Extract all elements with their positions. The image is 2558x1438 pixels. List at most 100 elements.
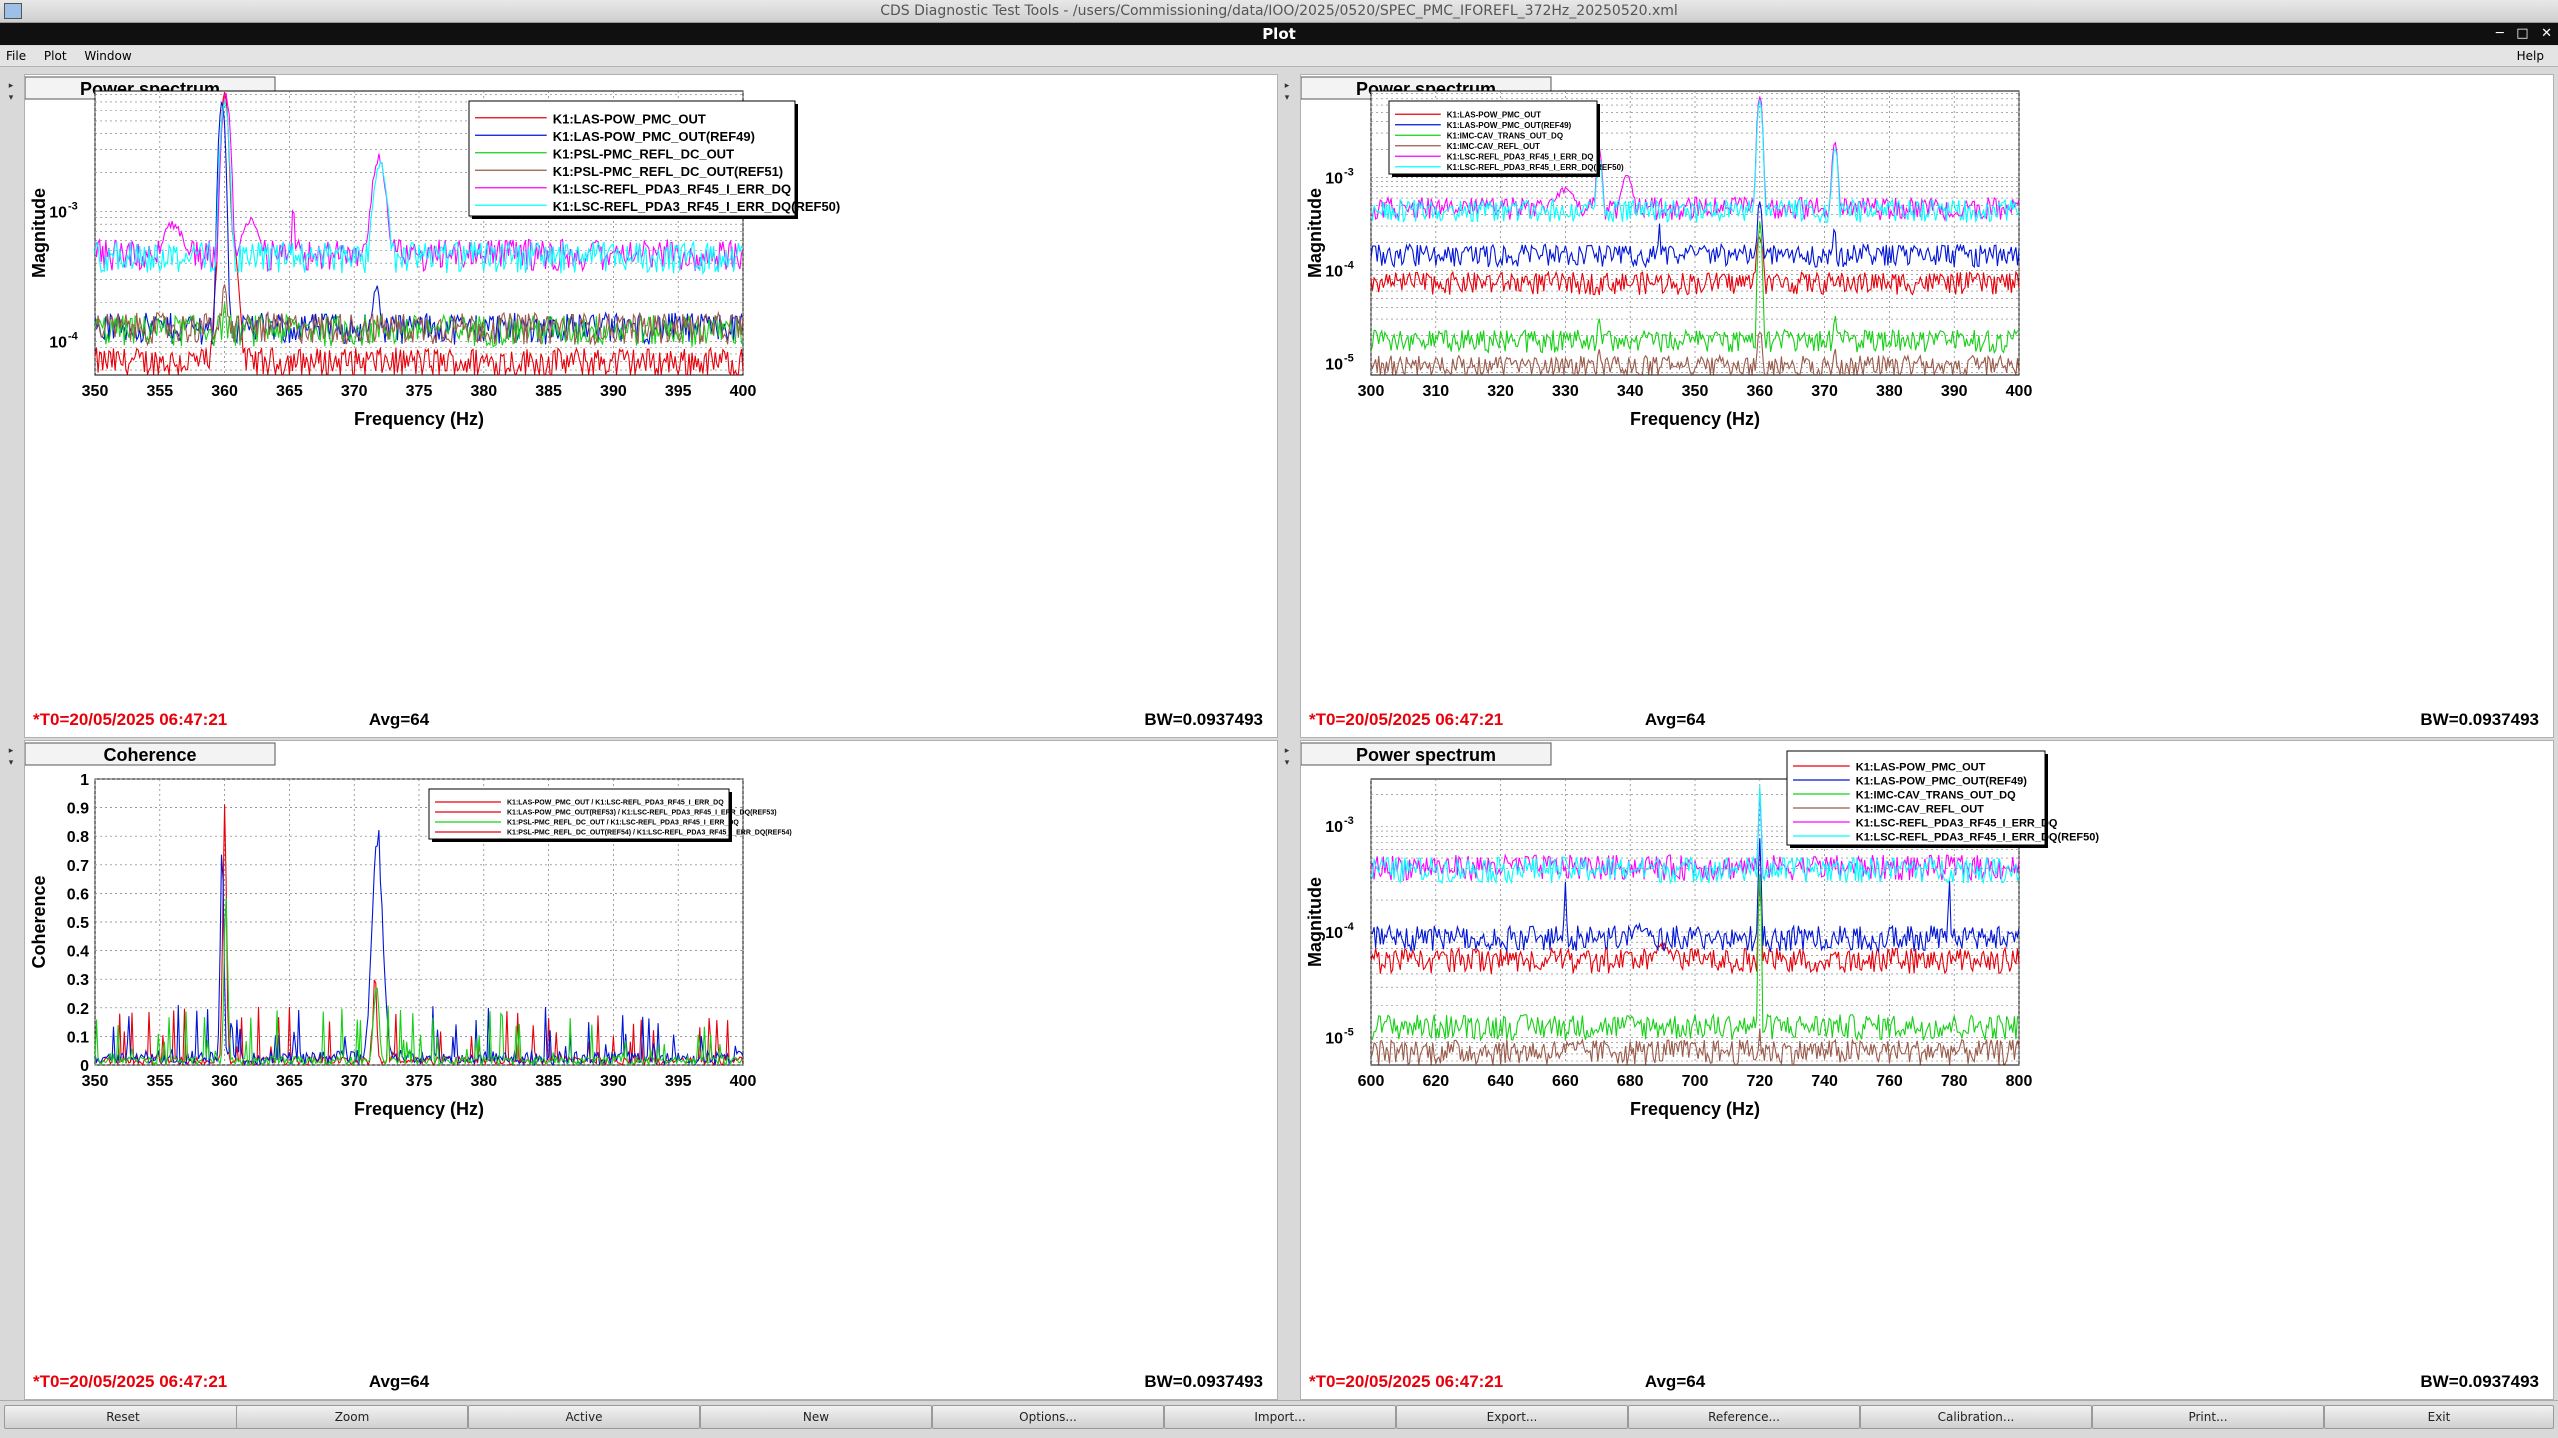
import-button[interactable]: Import... [1164, 1405, 1396, 1429]
traces-group [95, 804, 743, 1065]
plot-pad-4[interactable]: Power spectrum 600 620 640 660 680 700 720 740 76… [1300, 740, 2554, 1400]
x-tick-label: 800 [2006, 1073, 2033, 1090]
x-tick-label: 400 [2006, 383, 2033, 400]
bw-label: BW=0.0937493 [2420, 710, 2539, 729]
x-tick-label: 365 [276, 383, 303, 400]
x-tick-label: 320 [1487, 383, 1514, 400]
legend-label: K1:PSL-PMC_REFL_DC_OUT(REF54) / K1:LSC-R… [507, 830, 792, 837]
minimize-icon[interactable]: ─ [2495, 26, 2504, 41]
window-title: CDS Diagnostic Test Tools - /users/Commi… [880, 3, 1678, 19]
reference-button[interactable]: Reference... [1628, 1405, 1860, 1429]
y-tick-label: 10 [1325, 925, 1343, 942]
close-icon[interactable]: ✕ [2541, 26, 2552, 41]
y-tick-exponent: -4 [68, 330, 79, 342]
export-button[interactable]: Export... [1396, 1405, 1628, 1429]
calibration-button[interactable]: Calibration... [1860, 1405, 2092, 1429]
coherence-chart[interactable]: Coherence 350 355 360 365 370 375 380 385 390 395 4… [24, 741, 1277, 1399]
legend-label: K1:IMC-CAV_REFL_OUT [1447, 142, 1540, 151]
chart-title-box [1300, 742, 1552, 766]
x-tick-label: 395 [665, 383, 692, 400]
legend-label: K1:LAS-POW_PMC_OUT [1447, 110, 1541, 119]
trace-blue [1371, 838, 2019, 954]
menu-file[interactable]: File [6, 49, 27, 63]
window-titlebar: CDS Diagnostic Test Tools - /users/Commi… [0, 0, 2558, 23]
trace-magenta [95, 92, 743, 273]
y-tick-label: 0.1 [67, 1029, 89, 1046]
avg-label: Avg=64 [1645, 1372, 1706, 1391]
x-tick-label: 385 [535, 383, 562, 400]
new-button[interactable]: New [700, 1405, 932, 1429]
menu-plot[interactable]: Plot [43, 49, 67, 63]
x-tick-label: 355 [146, 1073, 173, 1090]
legend-label: K1:IMC-CAV_REFL_OUT [1856, 804, 1984, 816]
y-tick-exponent: -4 [1344, 921, 1355, 933]
menu-help[interactable]: Help [2516, 49, 2544, 63]
power-spectrum-chart-3[interactable]: Power spectrum 600 620 640 660 680 700 720 740 76… [1300, 741, 2553, 1399]
x-tick-label: 600 [1358, 1073, 1385, 1090]
reset-button[interactable]: Reset [4, 1405, 242, 1429]
x-tick-label: 350 [82, 383, 109, 400]
print-button[interactable]: Print... [2092, 1405, 2324, 1429]
x-tick-label: 370 [1811, 383, 1838, 400]
x-tick-label: 300 [1358, 383, 1385, 400]
chart-title-box [24, 742, 276, 766]
trace-red [1371, 885, 2019, 975]
trace-green [1371, 873, 2019, 1042]
active-button[interactable]: Active [468, 1405, 700, 1429]
legend-label: K1:LAS-POW_PMC_OUT(REF49) [553, 129, 755, 144]
legend-label: K1:LAS-POW_PMC_OUT [553, 111, 706, 126]
y-tick-exponent: -3 [1344, 815, 1354, 827]
x-tick-label: 375 [406, 383, 433, 400]
legend-label: K1:PSL-PMC_REFL_DC_OUT / K1:LSC-REFL_PDA… [507, 820, 739, 827]
y-tick-exponent: -5 [1344, 1027, 1354, 1039]
exit-button[interactable]: Exit [2324, 1405, 2554, 1429]
trace-red [1371, 237, 2019, 296]
y-axis-label: Coherence [29, 875, 49, 968]
t0-label: *T0=20/05/2025 06:47:21 [1309, 1372, 1503, 1391]
pad-left-arrow-icon[interactable]: ▸ ▾ [1284, 746, 1290, 768]
plot-pad-3[interactable]: Coherence 350 355 360 365 370 375 380 385 390 395 4… [24, 740, 1278, 1400]
x-tick-label: 380 [1876, 383, 1903, 400]
x-tick-label: 355 [146, 383, 173, 400]
maximize-icon[interactable]: □ [2516, 26, 2529, 41]
bw-label: BW=0.0937493 [1144, 1372, 1263, 1391]
pad-left-arrow-icon[interactable]: ▸ ▾ [8, 81, 14, 103]
x-tick-label: 380 [470, 383, 497, 400]
y-tick-label: 10 [1325, 170, 1343, 187]
x-tick-label: 360 [1746, 383, 1773, 400]
x-tick-label: 370 [341, 1073, 368, 1090]
trace-brown [95, 284, 743, 347]
avg-label: Avg=64 [369, 1372, 430, 1391]
legend-label: K1:IMC-CAV_TRANS_OUT_DQ [1447, 131, 1563, 140]
options-button[interactable]: Options... [932, 1405, 1164, 1429]
t0-label: *T0=20/05/2025 06:47:21 [33, 710, 227, 729]
trace-cyan [1371, 786, 2019, 885]
x-tick-label: 680 [1617, 1073, 1644, 1090]
menu-window[interactable]: Window [84, 49, 132, 63]
x-axis-label: Frequency (Hz) [1630, 1099, 1760, 1119]
pad-left-arrow-icon[interactable]: ▸ ▾ [8, 746, 14, 768]
avg-label: Avg=64 [1645, 710, 1706, 729]
x-tick-label: 620 [1422, 1073, 1449, 1090]
legend-label: K1:LSC-REFL_PDA3_RF45_I_ERR_DQ(REF50) [1856, 832, 2100, 844]
x-axis-label: Frequency (Hz) [354, 1099, 484, 1119]
legend-label: K1:LSC-REFL_PDA3_RF45_I_ERR_DQ [1447, 152, 1594, 161]
x-tick-label: 400 [730, 383, 757, 400]
x-tick-label: 640 [1487, 1073, 1514, 1090]
trace-brown [1371, 1028, 2019, 1065]
trace-brown [1371, 331, 2019, 375]
plot-pad-1[interactable]: Power spectrum 350 355 360 365 370 375 380 385 39… [24, 74, 1278, 738]
y-tick-label: 0.8 [67, 829, 89, 846]
x-tick-label: 390 [1941, 383, 1968, 400]
y-tick-label: 0.9 [67, 801, 89, 818]
x-tick-label: 740 [1811, 1073, 1838, 1090]
pad-left-arrow-icon[interactable]: ▸ ▾ [1284, 81, 1290, 103]
zoom-button[interactable]: Zoom [236, 1405, 468, 1429]
x-tick-label: 365 [276, 1073, 303, 1090]
y-tick-exponent: -4 [1344, 259, 1355, 271]
chart-title: Coherence [103, 745, 196, 765]
plot-pad-2[interactable]: Power spectrum 300 310 320 330 340 350 360 370 38… [1300, 74, 2554, 738]
y-tick-label: 10 [1325, 819, 1343, 836]
